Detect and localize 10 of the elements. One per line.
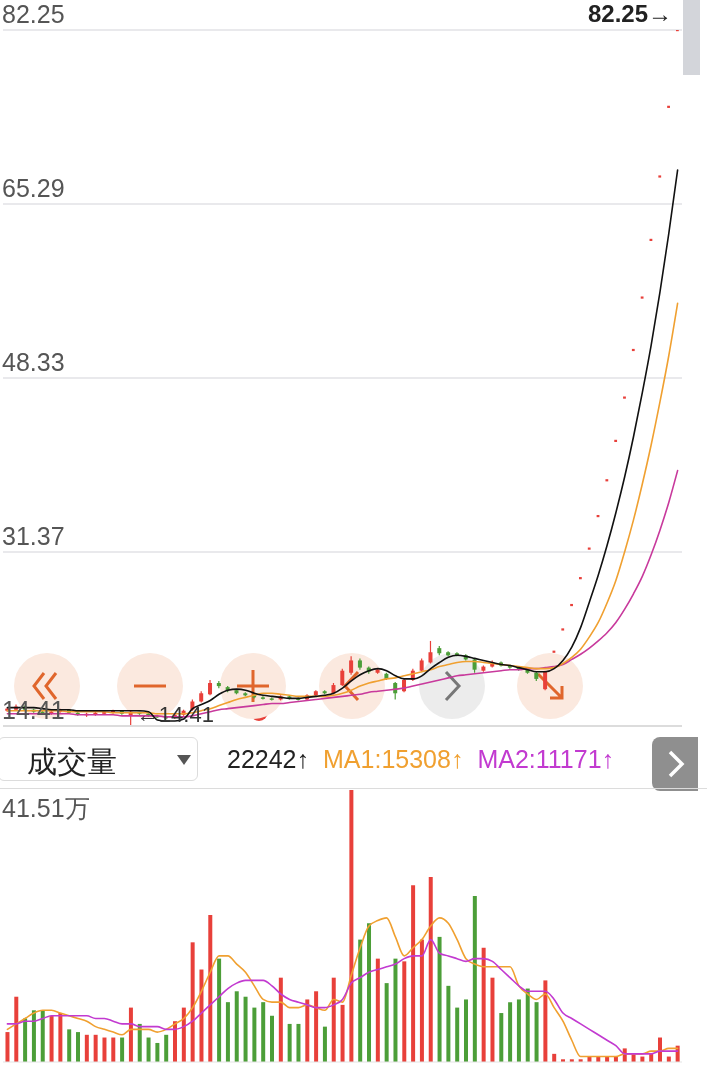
text: MA1:15308↑ bbox=[323, 745, 464, 774]
text: 82.25→ bbox=[587, 0, 672, 28]
y-tick-label: 65.29 bbox=[2, 174, 65, 202]
text: 22242↑ bbox=[227, 745, 310, 774]
chart-title: 成交量 bbox=[27, 744, 117, 780]
y-tick-label: 82.25 bbox=[2, 0, 65, 28]
y-tick-label: 48.33 bbox=[2, 348, 65, 376]
y-tick-label: 31.37 bbox=[2, 522, 65, 550]
annotation: 41.51万 bbox=[2, 793, 90, 824]
text: MA2:11171↑ bbox=[477, 745, 615, 774]
